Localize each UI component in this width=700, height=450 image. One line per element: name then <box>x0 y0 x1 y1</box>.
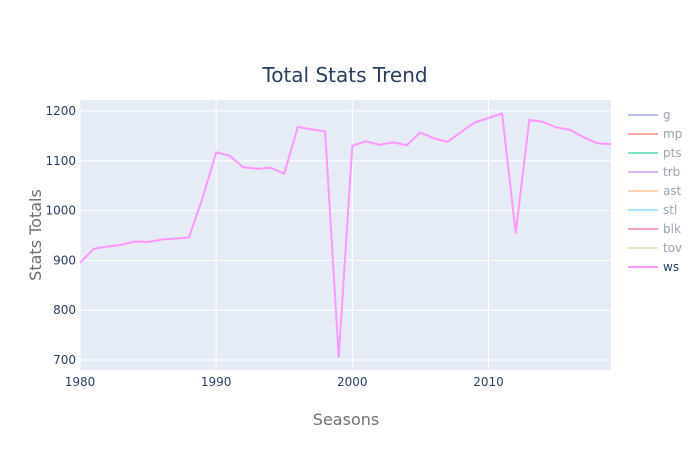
legend: g mp pts trb ast stl blk tov ws <box>628 108 682 274</box>
x-tick-label: 1990 <box>201 375 232 389</box>
y-tick-label: 1100 <box>45 154 76 168</box>
y-tick-label: 800 <box>53 303 76 317</box>
legend-label: stl <box>663 203 677 217</box>
y-tick-label: 900 <box>53 253 76 267</box>
y-tick-label: 700 <box>53 353 76 367</box>
legend-item-stl[interactable]: stl <box>628 203 677 217</box>
chart-title: Total Stats Trend <box>261 63 427 87</box>
legend-item-pts[interactable]: pts <box>628 146 682 160</box>
legend-label: pts <box>663 146 682 160</box>
legend-item-trb[interactable]: trb <box>628 165 680 179</box>
legend-label: trb <box>663 165 680 179</box>
x-tick-label: 1980 <box>65 375 96 389</box>
legend-item-mp[interactable]: mp <box>628 127 682 141</box>
x-axis-title: Seasons <box>313 410 379 429</box>
legend-item-ws[interactable]: ws <box>628 260 679 274</box>
legend-item-g[interactable]: g <box>628 108 671 122</box>
y-tick-label: 1000 <box>45 204 76 218</box>
legend-item-tov[interactable]: tov <box>628 241 682 255</box>
legend-label: blk <box>663 222 681 236</box>
legend-label: mp <box>663 127 682 141</box>
y-axis-title: Stats Totals <box>26 189 45 281</box>
series-layer <box>79 112 612 358</box>
legend-label: g <box>663 108 671 122</box>
legend-item-blk[interactable]: blk <box>628 222 681 236</box>
legend-label: ws <box>663 260 679 274</box>
legend-label: tov <box>663 241 682 255</box>
tick-layer: 700 800 900 1000 1100 1200 1980 1990 2000 2010 <box>45 104 503 389</box>
x-tick-label: 2010 <box>473 375 504 389</box>
legend-label: ast <box>663 184 682 198</box>
y-tick-label: 1200 <box>45 104 76 118</box>
legend-item-ast[interactable]: ast <box>628 184 682 198</box>
series-line-ws <box>79 112 612 358</box>
x-tick-label: 2000 <box>337 375 368 389</box>
plot-area <box>80 100 611 370</box>
